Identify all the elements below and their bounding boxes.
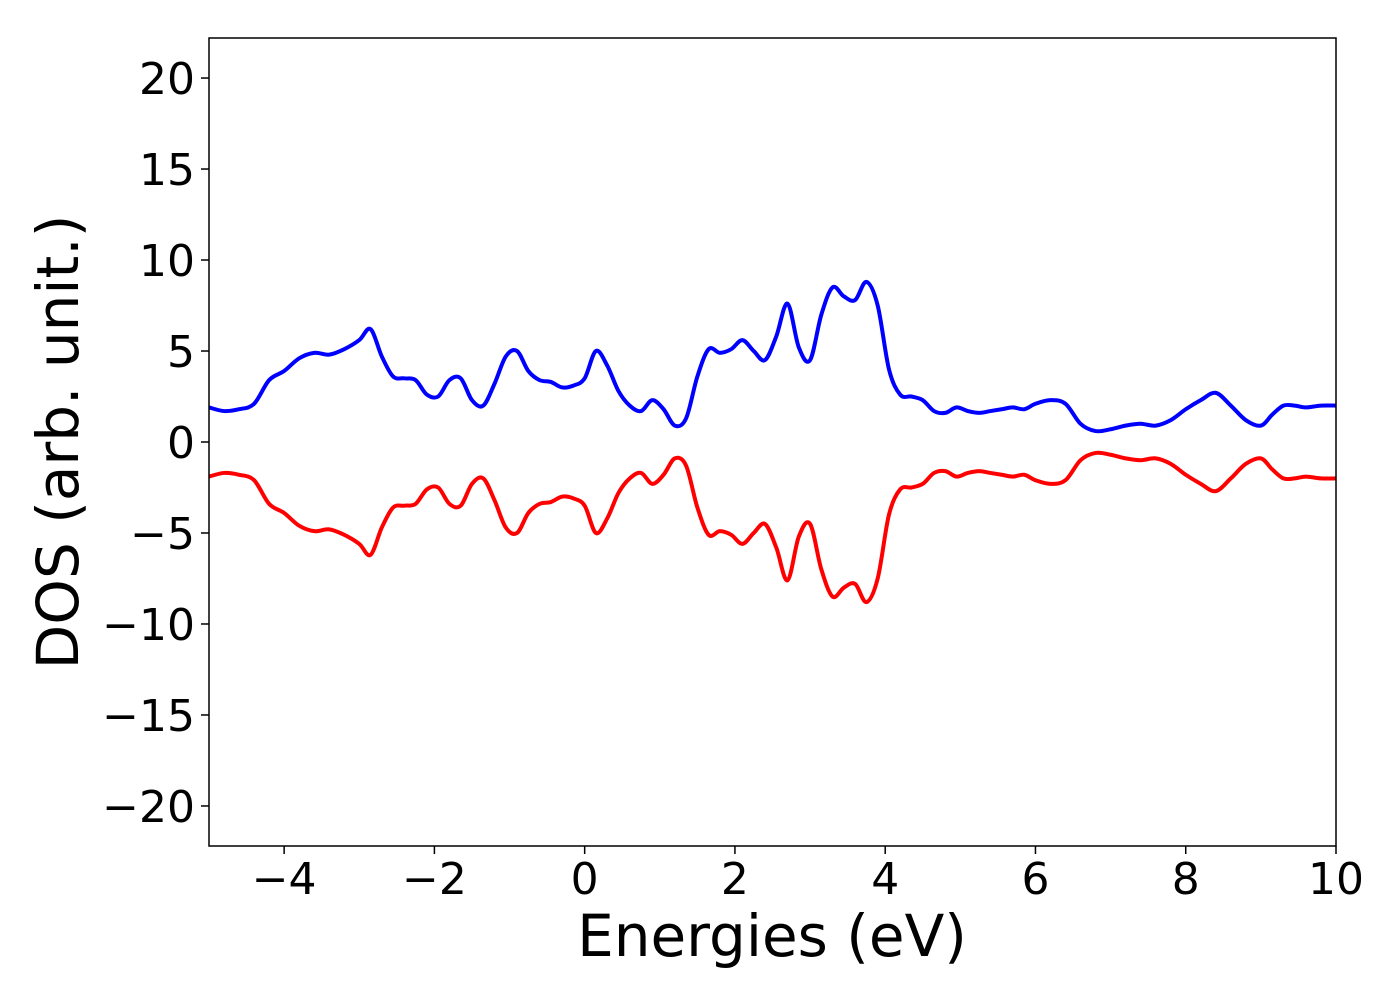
y-axis-title: DOS (arb. unit.) — [24, 215, 92, 670]
series-layer — [209, 279, 1336, 605]
y-tick-label: 10 — [139, 236, 195, 287]
x-tick-label: 6 — [1021, 854, 1049, 905]
y-tick-label: 20 — [139, 54, 195, 105]
y-tick-label: −10 — [102, 600, 195, 651]
y-axis: 20 15 10 5 0 −5 −10 −15 −20 — [102, 54, 209, 833]
series-line-down — [209, 450, 1336, 605]
series-line-up — [209, 279, 1336, 434]
x-tick-label: 8 — [1172, 854, 1200, 905]
y-tick-label: 5 — [167, 327, 195, 378]
x-axis: −4 −2 0 2 4 6 8 10 — [252, 846, 1364, 905]
plot-background — [209, 38, 1336, 846]
y-tick-label: −15 — [102, 691, 195, 742]
y-tick-label: 15 — [139, 145, 195, 196]
x-tick-label: −2 — [402, 854, 467, 905]
x-tick-label: −4 — [252, 854, 317, 905]
x-axis-title: Energies (eV) — [577, 902, 967, 970]
y-tick-label: 0 — [167, 418, 195, 469]
x-tick-label: 2 — [721, 854, 749, 905]
y-tick-label: −20 — [102, 782, 195, 833]
x-tick-label: 10 — [1308, 854, 1364, 905]
y-tick-label: −5 — [130, 509, 195, 560]
x-tick-label: 4 — [871, 854, 899, 905]
x-tick-label: 0 — [571, 854, 599, 905]
